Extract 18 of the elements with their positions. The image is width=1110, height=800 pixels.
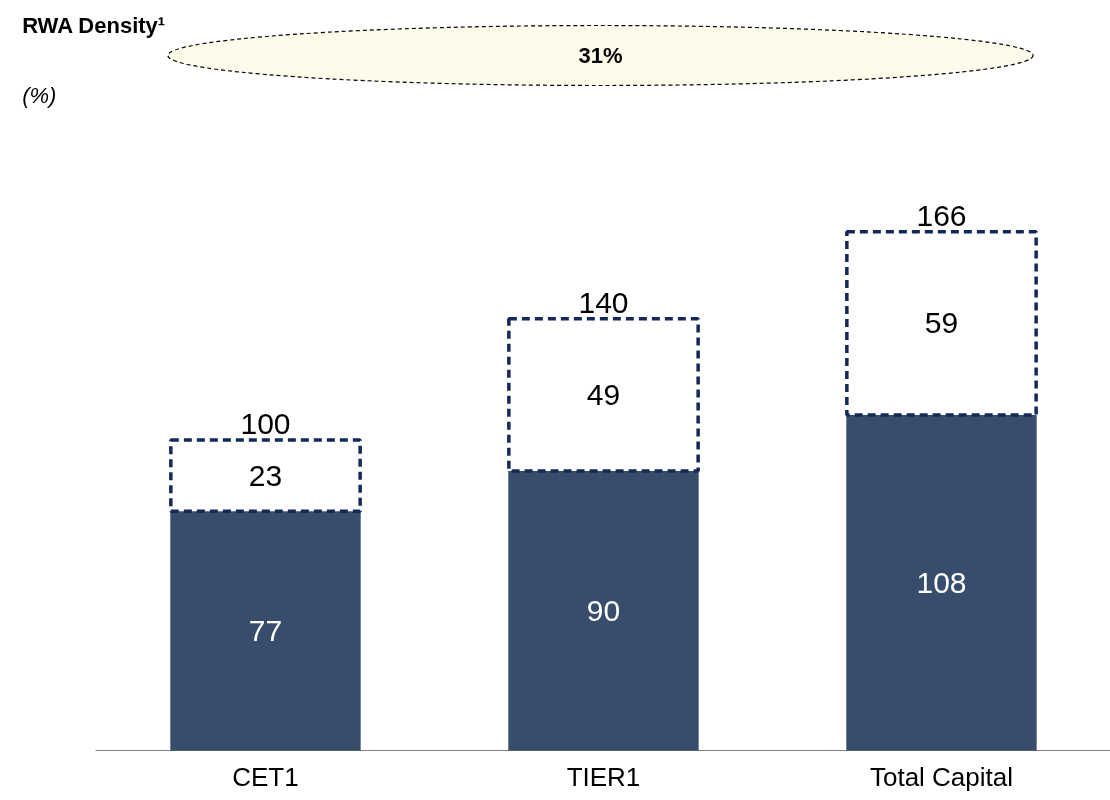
bar [846, 414, 1037, 751]
total-label: 140 [578, 285, 629, 319]
data-label: 59 [924, 306, 959, 340]
data-label: 90 [586, 593, 621, 627]
x-tick-label: TIER1 [566, 761, 641, 792]
x-tick-label: CET1 [232, 761, 299, 792]
bar [170, 510, 361, 751]
data-label: 77 [248, 613, 283, 647]
total-label: 100 [240, 406, 291, 440]
data-label: 108 [916, 565, 967, 599]
text: 31% [578, 43, 623, 68]
total-label: 166 [916, 198, 967, 232]
text: RWA Density¹ [22, 13, 166, 38]
x-tick-label: Total Capital [869, 761, 1014, 792]
text: (%) [22, 83, 57, 108]
bar [508, 470, 699, 751]
data-label: 23 [248, 458, 283, 492]
data-label: 49 [586, 377, 621, 411]
